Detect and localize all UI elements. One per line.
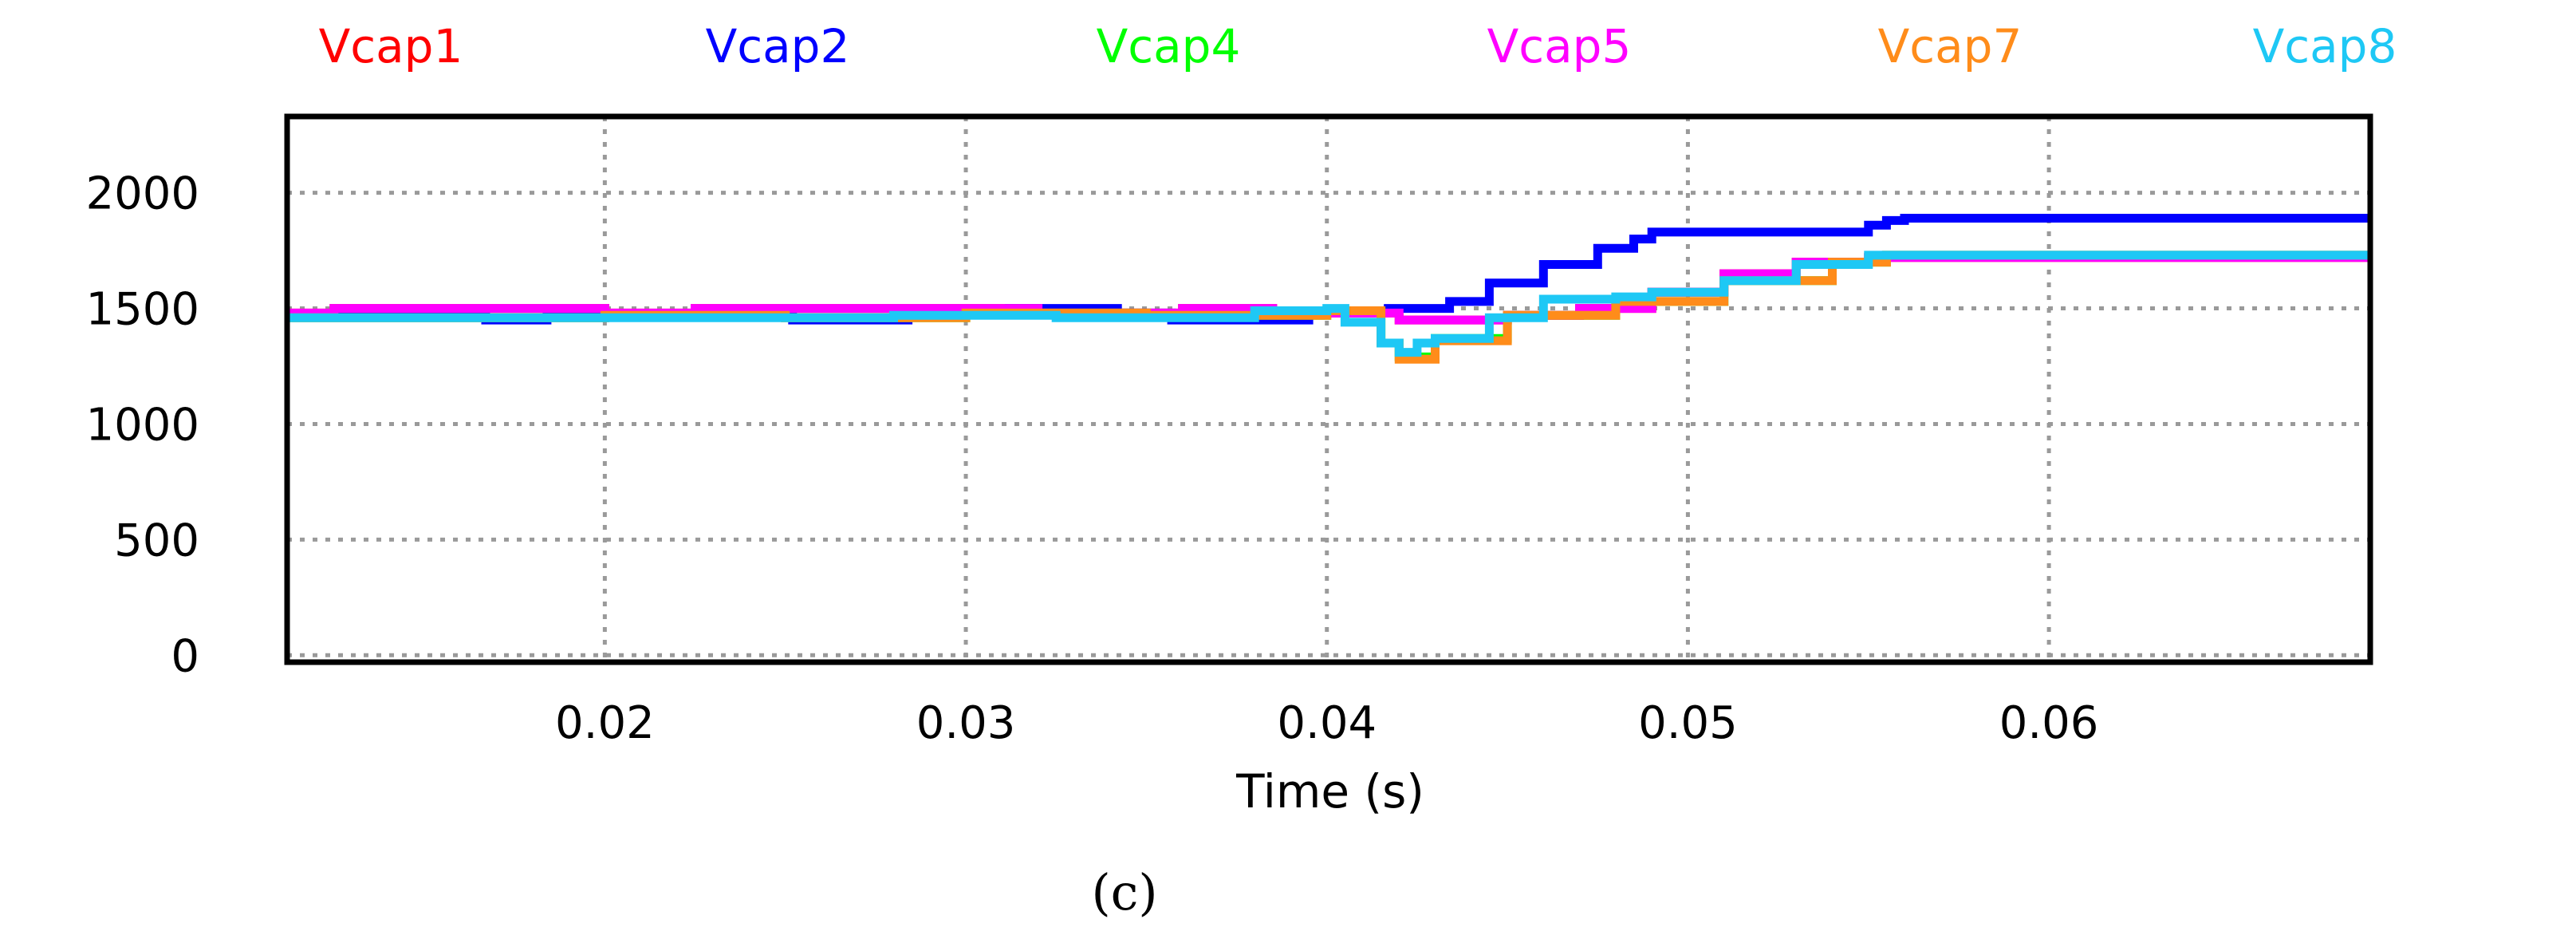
- legend-entry-vcap8: Vcap8: [2253, 19, 2397, 73]
- y-axis-ticks: 0 500 1000 1500 2000: [85, 168, 199, 683]
- legend: Vcap1 Vcap2 Vcap4 Vcap5 Vcap7 Vcap8: [319, 19, 2397, 73]
- y-tick-label: 1000: [85, 399, 199, 451]
- legend-entry-vcap1: Vcap1: [319, 19, 463, 73]
- figure-caption: (c): [1091, 863, 1157, 921]
- y-tick-label: 2000: [85, 168, 199, 220]
- x-tick-label: 0.06: [1999, 697, 2099, 749]
- legend-entry-vcap2: Vcap2: [706, 19, 850, 73]
- legend-entry-vcap5: Vcap5: [1487, 19, 1632, 73]
- x-axis-ticks: 0.02 0.03 0.04 0.05 0.06: [555, 697, 2098, 749]
- series-line-vcap8: [287, 251, 2370, 357]
- x-tick-label: 0.04: [1277, 697, 1377, 749]
- plot-frame: [284, 113, 2373, 665]
- legend-entry-vcap4: Vcap4: [1097, 19, 1241, 73]
- y-tick-label: 0: [171, 630, 199, 682]
- legend-entry-vcap7: Vcap7: [1878, 19, 2023, 73]
- x-tick-label: 0.03: [916, 697, 1016, 749]
- x-tick-label: 0.02: [555, 697, 655, 749]
- plot-series: [287, 214, 2370, 364]
- x-axis-title: Time (s): [1235, 764, 1424, 819]
- grid: [287, 116, 2370, 662]
- y-tick-label: 500: [114, 515, 199, 566]
- x-tick-label: 0.05: [1638, 697, 1738, 749]
- y-tick-label: 1500: [85, 284, 199, 336]
